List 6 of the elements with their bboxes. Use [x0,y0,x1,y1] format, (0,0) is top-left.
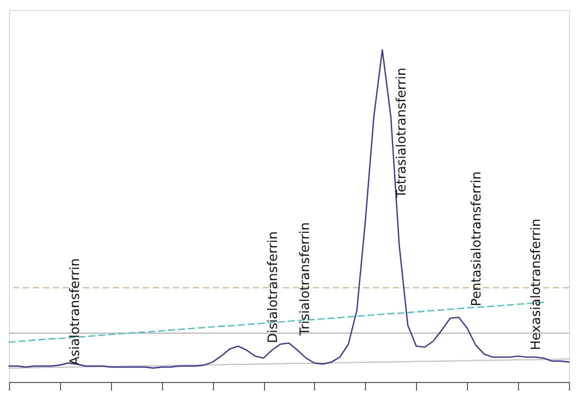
annotation: Tetrasialotransferrin [394,68,410,199]
annotation: Pentasialotransferrin [470,171,485,306]
annotation: Asialotransferrin [68,258,83,366]
annotation: Trisialotransferrin [298,222,314,336]
annotation: Disialotransferrin [266,231,281,344]
annotation: Hexasialotransferrin [528,218,544,350]
